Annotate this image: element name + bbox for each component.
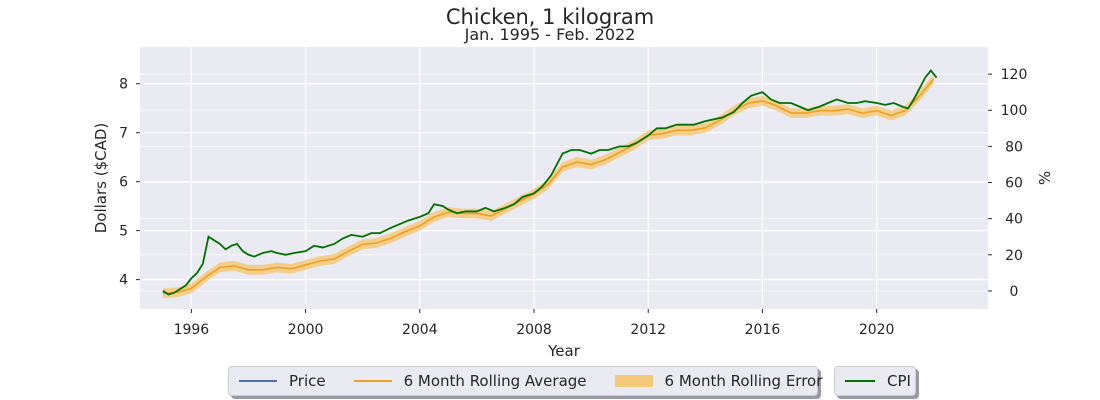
x-tick-label-2000: 2000 [288,322,324,338]
right-y-tick-label-40: 40 [1005,212,1023,228]
legend-swatch-price [239,380,277,382]
legend-item-price: Price [239,372,326,390]
right-y-axis-label: % [1036,171,1054,185]
legend-swatch-cpi [845,380,875,382]
legend-swatch-rolling-average [353,380,392,382]
legend-swatch-rolling-error [614,375,653,387]
x-tick-label-2020: 2020 [859,322,895,338]
legend-label-price: Price [289,372,326,390]
right-y-tick-label-100: 100 [1001,103,1028,119]
rolling-error-band [162,73,934,299]
rolling-average-line [162,78,935,295]
legend-label-rolling-error: 6 Month Rolling Error [664,372,823,390]
right-y-tick-label-120: 120 [1001,67,1028,83]
x-tick-label-2012: 2012 [630,322,666,338]
y-tick-label-7: 7 [119,126,128,142]
legend-label-rolling-average: 6 Month Rolling Average [403,372,587,390]
x-axis-label: Year [547,342,581,360]
chart-title: Chicken, 1 kilogram [445,5,655,29]
chart-subtitle: Jan. 1995 - Feb. 2022 [464,25,636,44]
rolling-error-area [162,73,934,299]
x-tick-label-2008: 2008 [516,322,552,338]
legend-item-cpi: CPI [845,372,911,390]
legend-cpi: CPI [834,366,916,396]
right-y-tick-label-60: 60 [1005,176,1023,192]
cpi-line [162,69,938,296]
right-y-tick-label-80: 80 [1005,139,1023,155]
grid-lines [140,47,988,309]
y-tick-label-8: 8 [119,77,128,93]
legend-label-cpi: CPI [887,372,911,390]
x-tick-label-2016: 2016 [745,322,781,338]
x-tick-label-1996: 1996 [174,322,210,338]
y-tick-label-5: 5 [119,224,128,240]
y-axis-label: Dollars ($CAD) [92,123,110,234]
right-y-tick-label-0: 0 [1010,284,1019,300]
series-lines [162,69,938,296]
legend-item-rolling-error: 6 Month Rolling Error [614,372,823,390]
y-tick-label-4: 4 [119,273,128,289]
y-tick-label-6: 6 [119,175,128,191]
axes: 1996 2000 2004 2008 2012 2016 2020456780204060… [119,67,1027,338]
legend-item-rolling-average: 6 Month Rolling Average [353,372,587,390]
legend-main: Price 6 Month Rolling Average 6 Month Ro… [228,366,822,396]
x-tick-label-2004: 2004 [402,322,438,338]
right-y-tick-label-20: 20 [1005,248,1023,264]
